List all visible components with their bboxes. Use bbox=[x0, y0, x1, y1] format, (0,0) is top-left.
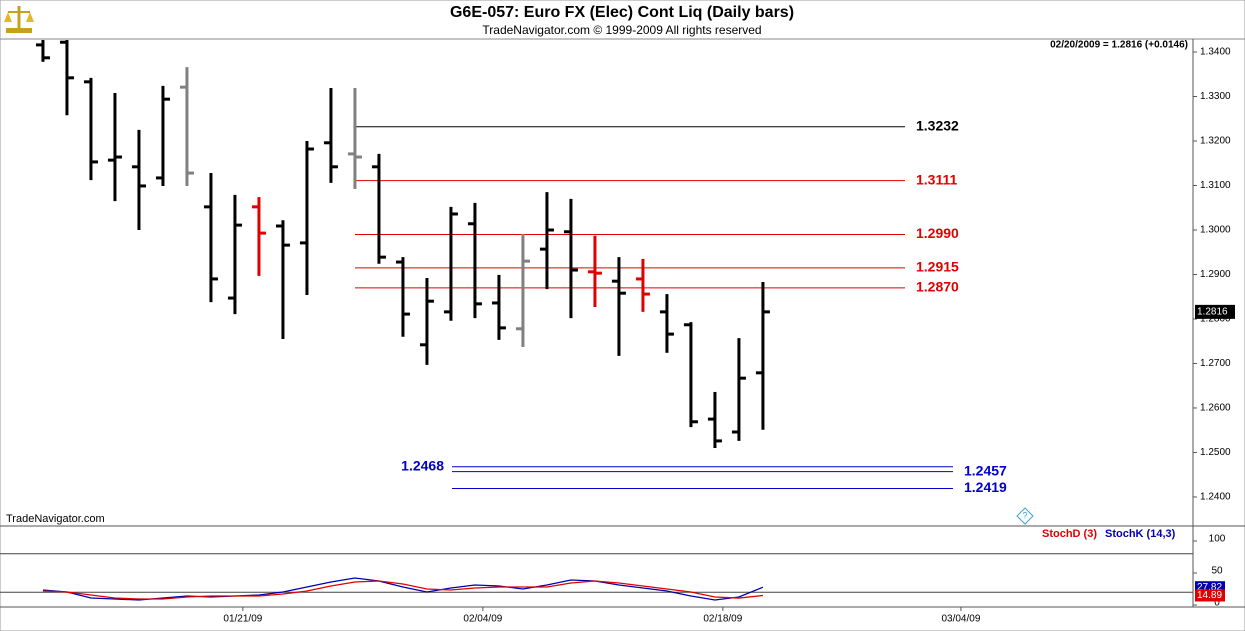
y-tick-label: 1.2800 bbox=[1200, 314, 1231, 325]
y-tick-label: 1.2700 bbox=[1200, 358, 1231, 369]
y-tick-label: 1.2600 bbox=[1200, 403, 1231, 414]
help-icon[interactable]: ? bbox=[1016, 507, 1034, 525]
y-tick-label: 1.2900 bbox=[1200, 269, 1231, 280]
x-tick-label: 03/04/09 bbox=[941, 614, 980, 625]
level-label: 1.3111 bbox=[916, 171, 957, 187]
chart-title: G6E-057: Euro FX (Elec) Cont Liq (Daily … bbox=[450, 4, 794, 21]
y-tick-label: 1.3000 bbox=[1200, 225, 1231, 236]
level-label: 1.2468 bbox=[401, 457, 444, 473]
y-tick-label: 1.3400 bbox=[1200, 47, 1231, 58]
stoch-line bbox=[42, 577, 764, 601]
value-label: 27.82 bbox=[1197, 582, 1222, 593]
last-price-label: 1.2816 bbox=[1197, 307, 1228, 318]
x-tick-label: 01/21/09 bbox=[223, 614, 262, 625]
chart-subtitle: TradeNavigator.com © 1999-2009 All right… bbox=[482, 23, 761, 37]
y-tick-label: 100 bbox=[1209, 534, 1226, 545]
y-tick-label: 1.2400 bbox=[1200, 492, 1231, 503]
x-tick-label: 02/18/09 bbox=[703, 614, 742, 625]
svg-text:?: ? bbox=[1022, 510, 1027, 520]
level-label: 1.3232 bbox=[916, 117, 959, 133]
y-tick-label: 1.3100 bbox=[1200, 180, 1231, 191]
level-label: 1.2870 bbox=[916, 279, 959, 295]
quote: 02/20/2009 = 1.2816 (+0.0146) bbox=[1050, 40, 1188, 51]
y-tick-label: 1.3200 bbox=[1200, 136, 1231, 147]
x-tick-label: 02/04/09 bbox=[463, 614, 502, 625]
legend-entry: StochD (3) bbox=[1042, 528, 1097, 540]
last-price-box bbox=[1195, 304, 1235, 319]
value-box bbox=[1195, 589, 1225, 602]
watermark: TradeNavigator.com bbox=[6, 513, 105, 525]
value-label: 14.89 bbox=[1197, 590, 1222, 601]
level-label: 1.2915 bbox=[916, 259, 959, 275]
y-tick-label: 1.2500 bbox=[1200, 447, 1231, 458]
y-tick-label: 0 bbox=[1214, 598, 1220, 609]
y-tick-label: 50 bbox=[1211, 566, 1223, 577]
level-label: 1.2990 bbox=[916, 225, 959, 241]
y-tick-label: 1.3300 bbox=[1200, 91, 1231, 102]
legend-entry: StochK (14,3) bbox=[1105, 528, 1176, 540]
stoch-line bbox=[42, 580, 764, 600]
level-label: 1.2457 bbox=[964, 462, 1007, 478]
logo-icon bbox=[4, 6, 34, 33]
level-label: 1.2419 bbox=[964, 479, 1007, 495]
